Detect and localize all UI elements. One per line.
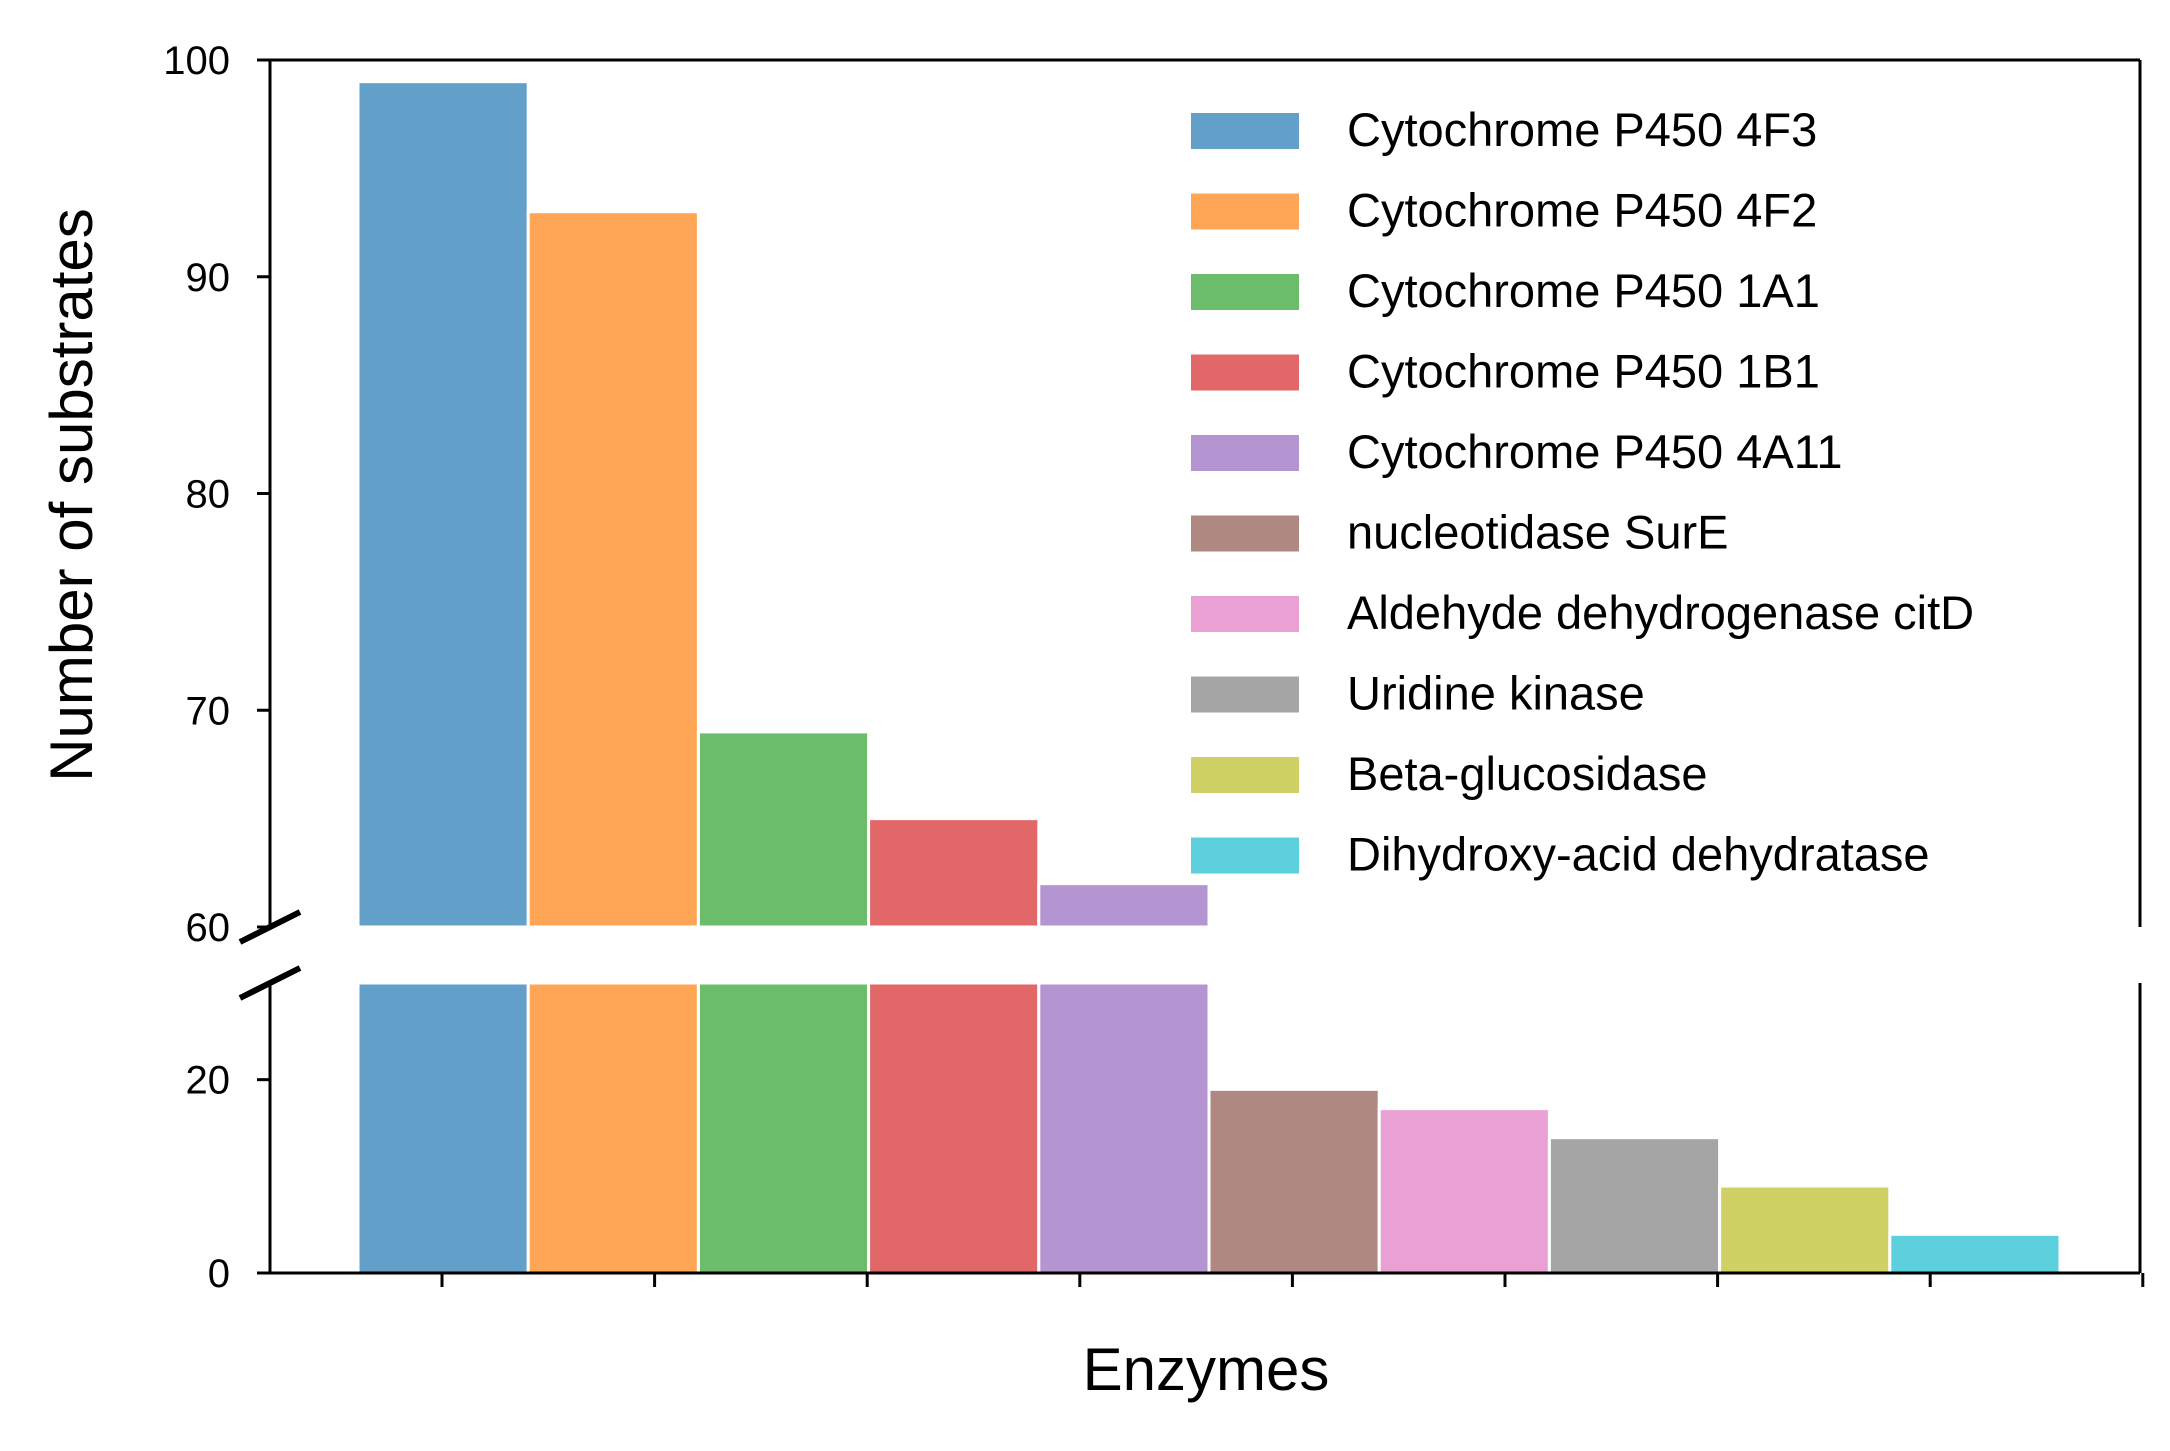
x-axis-ticks [440, 1273, 2145, 1287]
legend-swatch-4 [1189, 352, 1301, 393]
lower-panel-bars [356, 981, 2062, 1275]
lower-y-tick-label-0: 0 [208, 1252, 230, 1296]
lower-panel-frame [268, 983, 2142, 1275]
upper-panel-bars [356, 80, 1211, 929]
legend-label-3: Cytochrome P450 1A1 [1347, 264, 1820, 317]
y-axis-ticks: 60 70 80 90 100 0 20 [163, 39, 270, 1296]
legend-label-5: Cytochrome P450 4A11 [1347, 425, 1843, 478]
bar-lower-6 [1207, 1087, 1381, 1275]
upper-y-tick-label-3: 90 [186, 256, 231, 300]
bar-lower-10 [1888, 1232, 2062, 1275]
bar-upper-4 [867, 817, 1041, 929]
legend-label-9: Beta-glucosidase [1347, 747, 1708, 800]
legend-swatch-6 [1189, 513, 1301, 554]
y-axis-title: Number of substrates [38, 208, 105, 782]
legend-label-8: Uridine kinase [1347, 667, 1645, 720]
lower-y-tick-label-1: 20 [186, 1059, 231, 1103]
upper-y-tick-label-1: 70 [186, 689, 231, 733]
bar-lower-5 [1037, 981, 1211, 1275]
legend-swatch-7 [1189, 594, 1301, 634]
legend: Cytochrome P450 4F3 Cytochrome P450 4F2 Cy… [1189, 103, 1974, 881]
bar-upper-2 [526, 210, 700, 929]
bar-upper-3 [696, 730, 871, 929]
bar-lower-2 [526, 981, 700, 1275]
legend-label-1: Cytochrome P450 4F3 [1347, 103, 1817, 156]
legend-label-4: Cytochrome P450 1B1 [1347, 345, 1820, 398]
legend-swatch-2 [1189, 191, 1301, 232]
upper-y-tick-label-4: 100 [163, 39, 230, 83]
bar-upper-1 [356, 80, 530, 929]
legend-swatch-3 [1189, 272, 1301, 312]
legend-label-10: Dihydroxy-acid dehydratase [1347, 828, 1930, 881]
lower-break-mark [238, 965, 302, 1001]
legend-swatch-10 [1189, 835, 1301, 876]
bar-lower-1 [356, 981, 530, 1275]
upper-y-tick-label-2: 80 [186, 473, 231, 517]
x-axis-title: Enzymes [1083, 1336, 1330, 1403]
axis-break-marks [238, 909, 302, 1001]
bar-lower-9 [1718, 1184, 1892, 1275]
legend-label-2: Cytochrome P450 4F2 [1347, 184, 1817, 237]
legend-swatch-8 [1189, 674, 1301, 715]
legend-swatch-1 [1189, 111, 1301, 151]
legend-label-6: nucleotidase SurE [1347, 506, 1728, 559]
bar-lower-8 [1547, 1136, 1722, 1275]
legend-swatch-5 [1189, 433, 1301, 473]
bar-upper-5 [1037, 882, 1211, 929]
legend-label-7: Aldehyde dehydrogenase citD [1347, 586, 1974, 639]
bar-lower-7 [1377, 1107, 1551, 1275]
bar-lower-4 [867, 981, 1041, 1275]
bar-lower-3 [696, 981, 871, 1275]
legend-swatch-9 [1189, 755, 1301, 795]
upper-y-tick-label-0: 60 [186, 906, 231, 950]
